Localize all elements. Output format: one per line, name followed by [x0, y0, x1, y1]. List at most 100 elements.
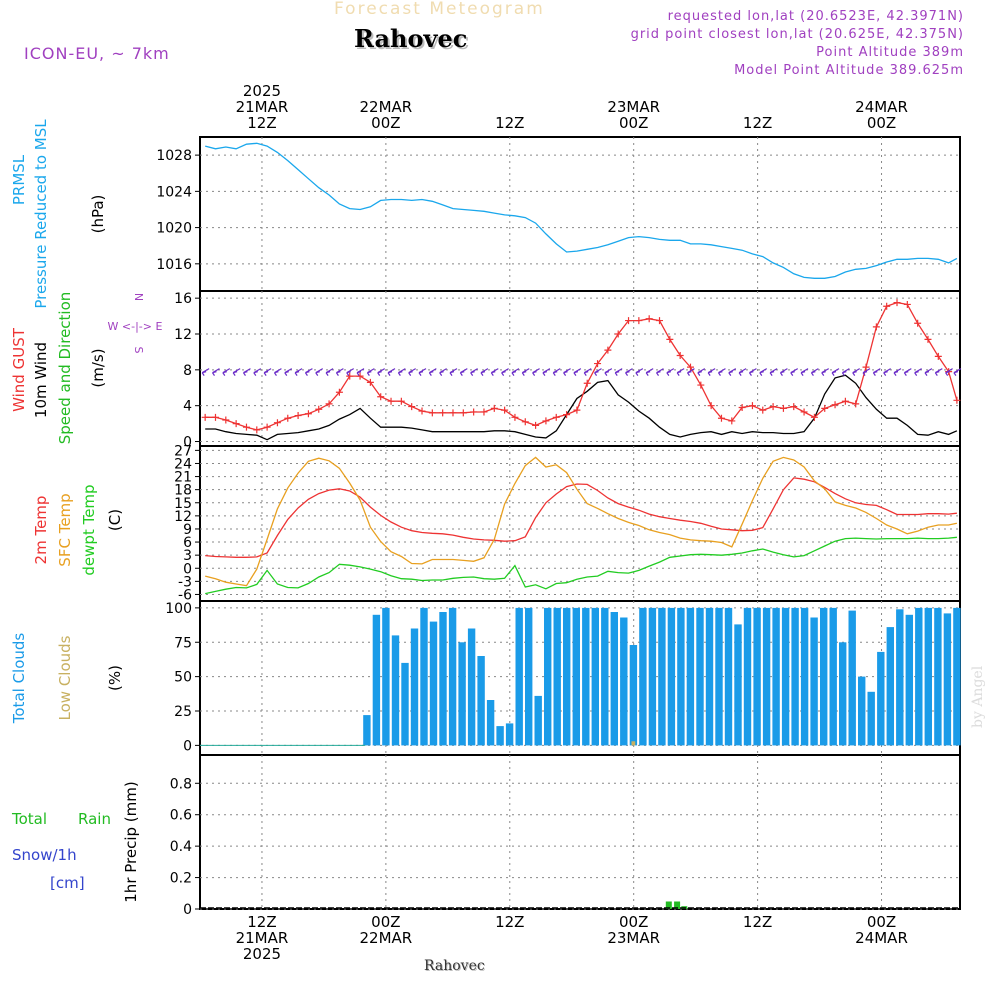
location-title: Rahovec: [354, 24, 468, 53]
wind-direction-arrow: [676, 368, 685, 376]
wind-speed-line: [205, 374, 958, 441]
total-cloud-bar: [401, 662, 409, 746]
gust-marker: [821, 404, 829, 412]
y-axis-title: 2m Temp: [32, 496, 50, 565]
total-cloud-bar: [677, 607, 685, 746]
gust-marker: [748, 402, 756, 410]
time-tick-label: 24MAR: [855, 929, 908, 947]
wind-direction-arrow: [862, 368, 871, 376]
wind-direction-arrow: [852, 368, 861, 376]
gust-marker: [552, 413, 560, 421]
gust-marker: [563, 411, 571, 419]
gust-marker: [325, 400, 333, 408]
time-tick-label: 12Z: [743, 114, 772, 132]
rain-bar: [674, 901, 681, 909]
wind-direction-arrow: [335, 368, 344, 376]
wind-direction-arrow: [470, 368, 478, 376]
wind-direction-arrow: [294, 368, 303, 376]
time-tick-label: 22MAR: [360, 929, 413, 947]
total-cloud-bar: [896, 609, 904, 746]
legend-snow: Snow/1h: [12, 846, 77, 864]
footer-location: Rahovec: [424, 958, 485, 974]
wind-direction-arrow: [914, 368, 922, 376]
total-cloud-bar: [486, 700, 495, 746]
gust-marker: [242, 423, 250, 431]
temp-2m-line: [205, 477, 957, 558]
gust-marker: [573, 406, 581, 414]
gust-marker: [625, 317, 633, 325]
wind-direction-arrow: [872, 368, 881, 376]
time-tick-label: 24MAR: [855, 98, 908, 116]
time-tick-label: 2025: [243, 945, 281, 963]
gust-marker: [490, 404, 498, 412]
total-cloud-bar: [553, 607, 561, 746]
wind-direction-arrow: [418, 368, 427, 376]
y-axis-units: (C): [106, 509, 124, 531]
wind-direction-arrow: [903, 368, 912, 376]
y-tick-label: 4: [183, 399, 192, 415]
total-cloud-bar: [363, 715, 371, 746]
panel-frame: [199, 754, 961, 910]
total-cloud-bar: [829, 607, 837, 746]
total-cloud-bar: [915, 607, 923, 746]
wind-direction-arrow: [346, 368, 355, 376]
time-tick-label: 00Z: [867, 913, 896, 931]
time-tick-label: 21MAR: [236, 98, 289, 116]
y-tick-label: -6: [178, 587, 192, 603]
y-tick-label: 12: [174, 327, 192, 343]
y-tick-label: 75: [174, 635, 192, 651]
wind-direction-arrow: [356, 368, 365, 376]
total-cloud-bar: [753, 607, 761, 746]
total-cloud-bar: [467, 628, 476, 746]
y-axis-title: Speed and Direction: [56, 292, 74, 445]
time-tick-label: 12Z: [495, 114, 524, 132]
gust-marker: [397, 397, 405, 405]
gust-marker: [697, 381, 705, 389]
total-cloud-bar: [743, 607, 752, 746]
gust-marker: [862, 363, 870, 371]
gust-marker: [841, 397, 849, 405]
model-point-altitude: Model Point Altitude 389.625m: [734, 63, 964, 78]
wind-direction-arrow: [945, 368, 953, 376]
point-altitude: Point Altitude 389m: [816, 45, 964, 60]
compass-south: S: [132, 347, 145, 354]
time-tick-label: 2025: [243, 82, 281, 100]
grid-point-coords: grid point closest lon,lat (20.625E, 42.…: [630, 27, 964, 42]
wind-direction-arrow: [821, 368, 830, 376]
gust-marker: [377, 393, 385, 401]
credit-watermark: by Angel: [970, 665, 986, 728]
total-cloud-bar: [629, 645, 638, 746]
legend-rain: Rain: [78, 810, 111, 828]
gust-marker: [532, 421, 540, 429]
wind-direction-arrow: [666, 368, 675, 376]
wind-direction-arrow: [377, 368, 386, 376]
gust-marker: [232, 420, 240, 428]
total-cloud-bar: [515, 607, 523, 746]
gust-marker: [893, 299, 901, 307]
wind-direction-arrow: [656, 368, 664, 376]
wind-direction-arrow: [366, 368, 375, 376]
wind-direction-arrow: [563, 368, 571, 376]
gust-marker: [201, 413, 209, 421]
model-label: ICON-EU, ~ 7km: [24, 44, 170, 63]
wind-direction-arrow: [459, 368, 468, 376]
wind-direction-arrow: [625, 368, 633, 376]
gust-marker: [676, 352, 684, 360]
time-tick-label: 12Z: [247, 913, 276, 931]
total-cloud-bar: [439, 612, 447, 746]
time-tick-label: 12Z: [495, 913, 524, 931]
total-cloud-bar: [429, 621, 438, 746]
time-tick-label: 22MAR: [360, 98, 413, 116]
total-cloud-bar: [639, 607, 647, 746]
wind-gust-line: [205, 301, 958, 431]
y-tick-label: 3: [183, 548, 192, 564]
total-cloud-bar: [648, 607, 657, 746]
wind-direction-arrow: [686, 368, 695, 376]
total-cloud-bar: [667, 607, 676, 746]
y-tick-label: 27: [174, 443, 192, 459]
gust-marker: [408, 403, 416, 411]
wind-direction-arrow: [532, 368, 540, 376]
total-cloud-bar: [382, 607, 390, 746]
wind-direction-arrow: [583, 368, 592, 376]
y-tick-label: 18: [174, 483, 192, 499]
